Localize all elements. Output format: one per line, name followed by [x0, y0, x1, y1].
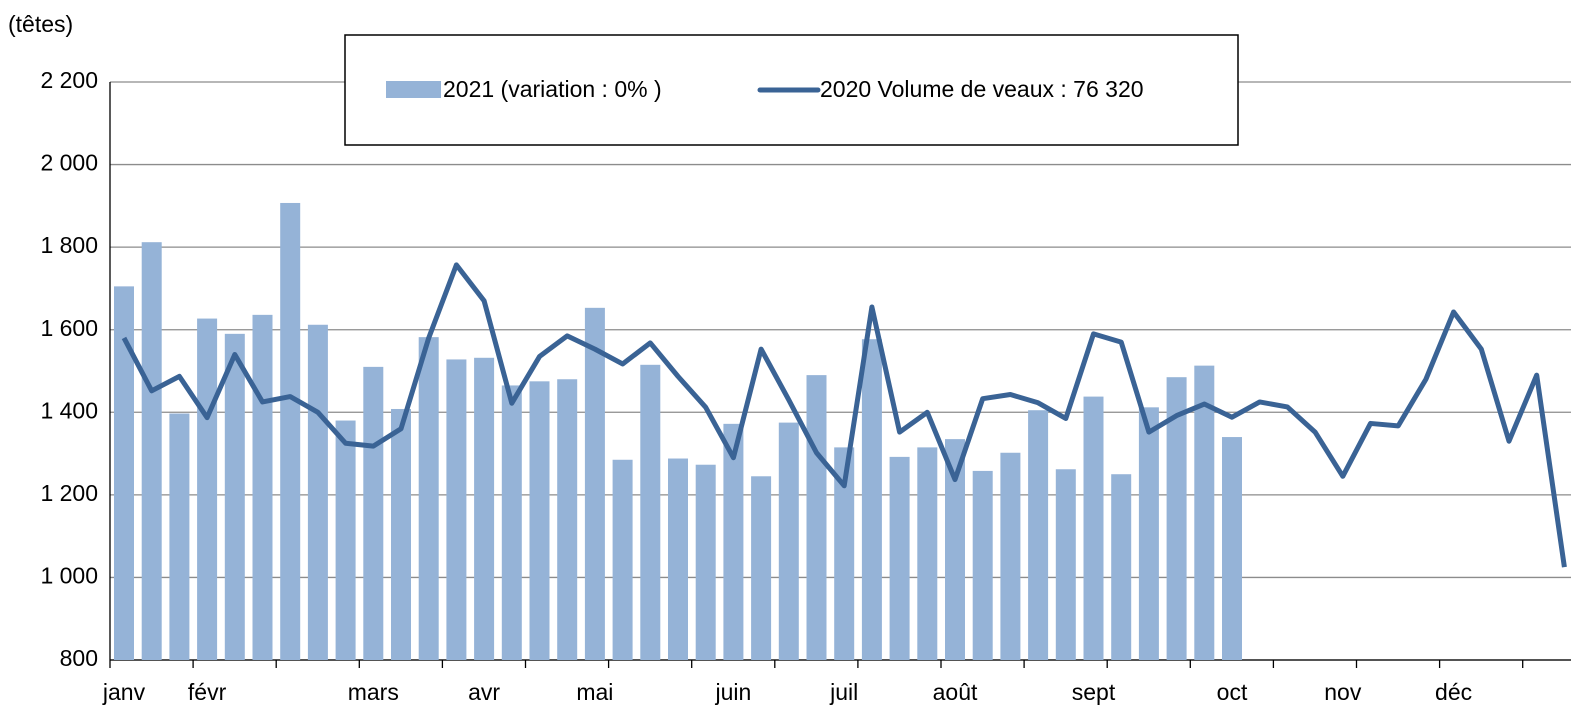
bar: [1000, 452, 1021, 660]
bar: [584, 307, 605, 660]
x-tick-label: juin: [714, 679, 751, 705]
bar: [945, 439, 965, 660]
bar: [252, 314, 273, 660]
y-tick-label: 2 000: [40, 150, 98, 176]
legend-label: 2021 (variation : 0% ): [443, 76, 662, 102]
x-tick-label: août: [933, 679, 978, 705]
bar: [1055, 469, 1076, 660]
x-tick-label: mai: [576, 679, 613, 705]
bar: [751, 476, 772, 660]
bar: [1083, 396, 1104, 660]
legend-label: 2020 Volume de veaux : 76 320: [820, 76, 1144, 102]
y-tick-label: 2 200: [40, 67, 98, 93]
bar: [446, 359, 467, 660]
bar: [640, 364, 661, 660]
bar: [307, 324, 328, 660]
x-tick-label: juil: [829, 679, 858, 705]
bar: [335, 420, 356, 660]
x-tick-label: sept: [1072, 679, 1116, 705]
bar: [141, 242, 162, 660]
x-tick-label: mars: [348, 679, 399, 705]
y-tick-label: 1 400: [40, 397, 98, 423]
bar: [363, 366, 384, 660]
bar: [418, 337, 439, 660]
bar: [834, 447, 855, 660]
bar: [529, 381, 550, 660]
bar: [889, 456, 910, 660]
y-tick-label: 1 800: [40, 232, 98, 258]
y-tick-label: 1 600: [40, 315, 98, 341]
bar: [280, 202, 301, 660]
x-tick-label: nov: [1324, 679, 1362, 705]
legend-swatch: [386, 81, 441, 98]
line: [121, 262, 1567, 568]
bar: [197, 318, 218, 660]
bar: [391, 408, 411, 660]
y-tick-label: 800: [60, 645, 98, 671]
x-tick-label: févr: [188, 679, 227, 705]
bar: [1138, 407, 1159, 660]
bar: [1166, 377, 1187, 660]
x-tick-label: déc: [1435, 679, 1472, 705]
y-axis-label: (têtes): [8, 11, 73, 37]
bar: [1222, 437, 1242, 660]
bar: [224, 333, 245, 660]
bar: [778, 422, 799, 660]
bar: [668, 458, 688, 660]
bar: [917, 447, 938, 660]
bar: [169, 413, 190, 660]
bar: [501, 385, 522, 660]
bar: [1111, 474, 1132, 660]
bar: [474, 357, 495, 660]
bar: [1194, 365, 1215, 660]
bar: [114, 286, 134, 660]
bar: [1028, 410, 1049, 660]
y-tick-label: 1 000: [40, 563, 98, 589]
bar: [723, 423, 744, 660]
bar: [695, 464, 716, 660]
y-tick-label: 1 200: [40, 480, 98, 506]
bar: [972, 470, 993, 660]
x-tick-label: janv: [102, 679, 146, 705]
bar: [612, 459, 633, 660]
x-tick-label: avr: [468, 679, 500, 705]
bar: [806, 375, 827, 660]
bar: [557, 379, 578, 660]
x-tick-label: oct: [1217, 679, 1248, 705]
bar: [861, 339, 882, 660]
